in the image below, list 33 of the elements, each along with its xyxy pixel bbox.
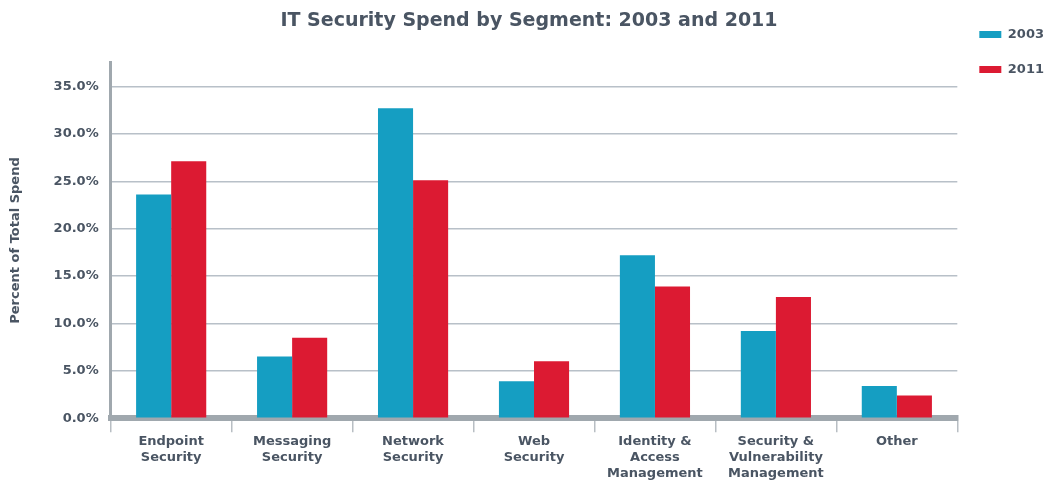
x-tick-label: Endpoint Security — [138, 433, 204, 464]
x-tick-label: Other — [875, 433, 919, 449]
bar — [498, 381, 535, 418]
y-tick-label: 10.0% — [53, 314, 99, 330]
bar — [896, 395, 932, 418]
y-tick-label: 30.0% — [53, 125, 99, 141]
bar — [292, 337, 328, 418]
legend-label: 2011 — [1007, 60, 1045, 76]
y-tick-label: 0.0% — [62, 409, 99, 425]
bar — [413, 180, 449, 418]
x-tick-label: Identity & Access Management — [607, 433, 703, 480]
bar — [136, 194, 172, 418]
bar — [171, 161, 207, 418]
bar — [740, 331, 776, 418]
y-tick-label: 15.0% — [53, 267, 99, 283]
bar — [775, 296, 811, 418]
y-tick-label: 25.0% — [53, 172, 99, 188]
y-tick-label: 20.0% — [53, 220, 99, 236]
y-axis-title: Percent of Total Spend — [7, 157, 23, 324]
bar — [377, 108, 414, 418]
bar — [619, 255, 655, 418]
y-tick-label: 35.0% — [53, 77, 99, 93]
bar — [861, 385, 897, 418]
bar — [257, 356, 293, 418]
x-tick-label: Network Security — [382, 433, 445, 464]
bar — [654, 286, 691, 418]
chart-title: IT Security Spend by Segment: 2003 and 2011 — [280, 8, 778, 31]
x-tick-label: Messaging Security — [252, 433, 332, 464]
y-tick-label: 5.0% — [62, 362, 99, 378]
x-tick-label: Web Security — [503, 433, 565, 464]
legend-label: 2003 — [1007, 25, 1045, 41]
bar — [534, 361, 570, 418]
x-tick-label: Security & Vulnerability Management — [728, 433, 824, 480]
